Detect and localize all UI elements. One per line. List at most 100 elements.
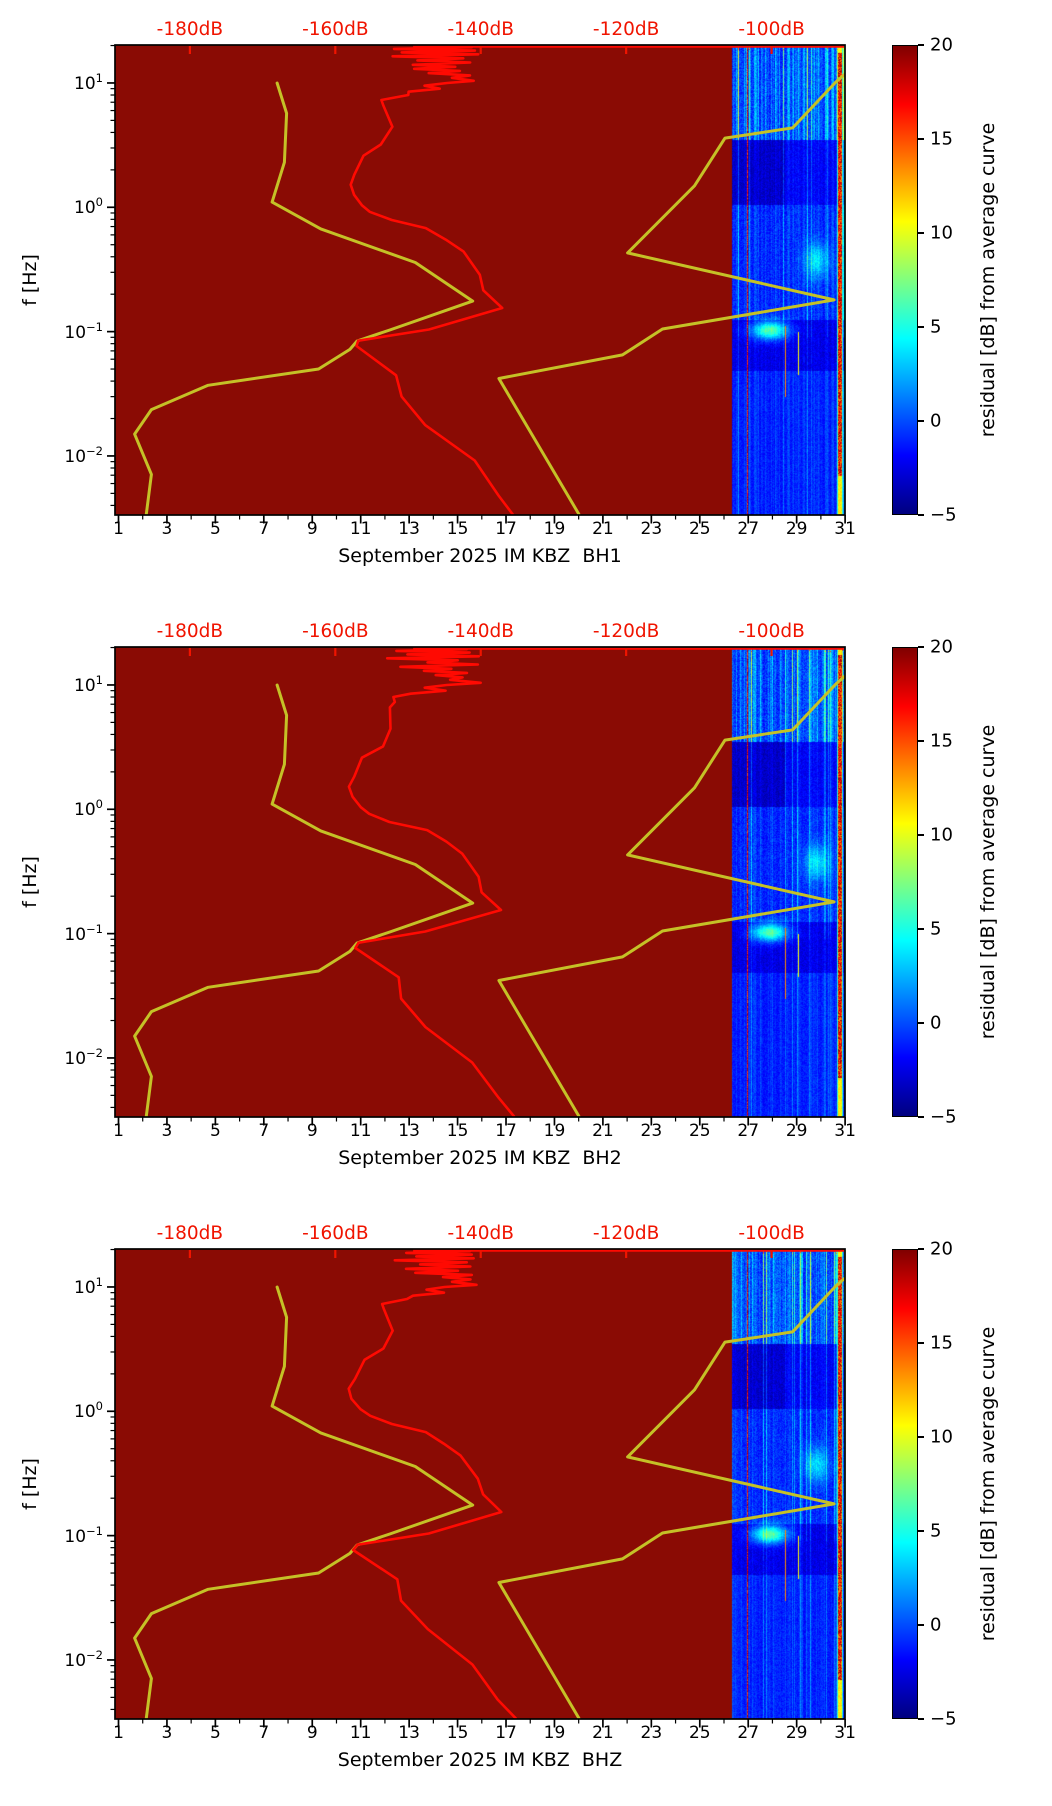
x-tick-label: 15 [446,1723,469,1743]
residual-colorbar [892,647,918,1117]
x-tick-label: 15 [446,1121,469,1141]
x-tick-label: 29 [785,1121,808,1141]
y-tick-exponent: 1 [95,673,103,688]
y-tick-label: 10−1 [64,1523,103,1547]
top-db-tick-label: -120dB [592,1223,660,1244]
colorbar-tick-label: 15 [930,730,953,752]
x-tick-label: 21 [592,519,614,539]
top-db-tick-label: -140dB [447,621,514,642]
colorbar-label: residual [dB] from average curve [977,724,999,1040]
psd-panel-bh2: f [Hz] September 2025 IM KBZ BH2 residua… [0,602,1052,1204]
spectrogram-canvas [115,45,845,515]
x-tick-label: 9 [306,519,318,539]
colorbar-tick-mark [918,1342,924,1344]
x-tick-label: 3 [161,1121,173,1141]
colorbar-tick-mark [918,44,924,46]
x-tick-label: 19 [543,1723,566,1743]
x-tick-label: 19 [543,1121,566,1141]
colorbar-tick-mark [918,420,924,422]
colorbar-tick-mark [918,1718,924,1720]
y-tick-label: 10−1 [64,319,103,343]
colorbar-tick-label: 10 [930,1426,953,1448]
x-tick-label: 9 [306,1723,318,1743]
y-tick-exponent: −2 [86,1648,103,1663]
x-tick-label: 27 [737,1723,760,1743]
y-tick-label: 100 [74,797,103,821]
x-tick-label: 13 [398,519,420,539]
x-axis-label: September 2025 IM KBZ BH1 [338,545,622,567]
x-tick-label: 25 [688,1121,711,1141]
x-tick-label: 1 [113,1121,124,1141]
x-tick-label: 13 [398,1121,420,1141]
y-tick-label: 10−2 [64,444,103,467]
x-tick-label: 11 [349,519,372,539]
top-db-tick-label: -180dB [156,19,224,40]
colorbar-tick-label: 15 [930,1332,953,1354]
colorbar-tick-mark [918,928,924,930]
colorbar-tick-mark [918,326,924,328]
colorbar-tick-mark [918,740,924,742]
colorbar-tick-mark [918,1248,924,1250]
colorbar-tick-label: 10 [930,824,953,846]
residual-colorbar [892,45,918,515]
colorbar-tick-mark [918,1530,924,1532]
colorbar-tick-label: 5 [930,316,942,338]
x-tick-label: 23 [640,1723,663,1743]
x-tick-label: 27 [737,1121,760,1141]
y-tick-label: 101 [74,71,103,94]
x-tick-label: 31 [834,519,856,539]
colorbar-label: residual [dB] from average curve [977,122,999,438]
colorbar-tick-mark [918,1436,924,1438]
colorbar-tick-label: 20 [930,34,953,56]
top-db-tick-label: -160dB [302,1223,369,1244]
colorbar-tick-mark [918,1116,924,1118]
x-tick-label: 11 [349,1723,372,1743]
colorbar-tick-label: 10 [930,222,953,244]
x-tick-label: 11 [349,1121,372,1141]
x-tick-label: 29 [785,519,808,539]
y-tick-label: 101 [74,673,103,696]
x-tick-label: 23 [640,1121,663,1141]
x-tick-label: 23 [640,519,663,539]
colorbar-tick-mark [918,138,924,140]
colorbar-tick-label: −5 [930,504,957,526]
y-tick-label: 101 [74,1275,103,1298]
top-db-tick-label: -100dB [738,19,805,40]
y-tick-label: 10−2 [64,1648,103,1671]
x-tick-label: 17 [495,519,517,539]
x-tick-label: 25 [688,1723,711,1743]
colorbar-tick-label: −5 [930,1106,957,1128]
x-tick-label: 19 [543,519,566,539]
y-axis-label: f [Hz] [19,856,41,908]
x-tick-label: 5 [209,1723,221,1743]
colorbar-tick-mark [918,834,924,836]
colorbar-tick-label: 15 [930,128,953,150]
top-db-tick-label: -160dB [302,621,369,642]
colorbar-tick-mark [918,1022,924,1024]
top-db-tick-label: -180dB [156,621,224,642]
x-tick-label: 15 [446,519,469,539]
psd-panel-bh1: f [Hz] September 2025 IM KBZ BH1 residua… [0,0,1052,602]
x-tick-label: 27 [737,519,760,539]
top-db-tick-label: -140dB [447,1223,514,1244]
top-db-tick-label: -160dB [302,19,369,40]
colorbar-tick-mark [918,232,924,234]
x-tick-label: 17 [495,1723,517,1743]
colorbar-tick-label: 0 [930,410,942,432]
y-tick-exponent: −2 [86,1046,103,1061]
top-db-tick-label: -180dB [156,1223,224,1244]
top-db-tick-label: -100dB [738,621,805,642]
top-db-tick-label: -120dB [592,621,660,642]
colorbar-tick-label: 0 [930,1614,942,1636]
x-tick-label: 3 [161,1723,173,1743]
y-tick-exponent: 1 [95,71,103,86]
colorbar-label: residual [dB] from average curve [977,1326,999,1642]
x-tick-label: 1 [113,519,124,539]
top-db-tick-label: -120dB [592,19,660,40]
y-axis-label: f [Hz] [19,1458,41,1510]
colorbar-tick-mark [918,646,924,648]
spectrogram-canvas [115,647,845,1117]
y-tick-exponent: 1 [95,1275,103,1290]
x-tick-label: 7 [258,1723,270,1743]
